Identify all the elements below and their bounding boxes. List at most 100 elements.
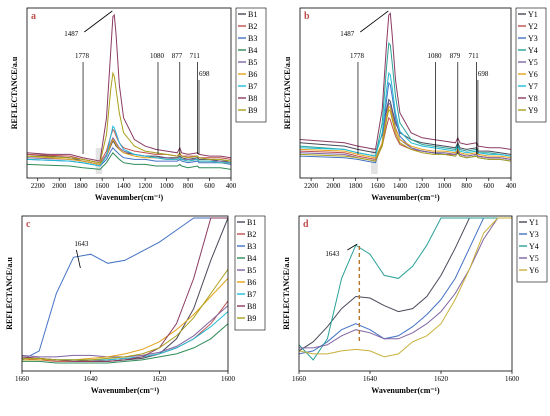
annotation-label: 1487: [340, 30, 355, 38]
legend-label-Y8: Y8: [528, 94, 538, 103]
x-tick-label: 1800: [74, 182, 89, 190]
annotation-label: 877: [172, 52, 183, 60]
legend: B1 B2 B3 B4 B5 B6 B7 B8 B9: [235, 7, 267, 123]
legend-label-B5: B5: [248, 58, 257, 67]
series-line-Y8: [300, 12, 511, 150]
annotation-arrow: [84, 10, 113, 33]
series-line-B9: [22, 269, 228, 361]
x-tick-label: 2200: [304, 182, 319, 190]
annotation-label: 711: [190, 52, 201, 60]
annotation-label: 698: [199, 70, 210, 78]
x-tick-label: 1640: [84, 375, 99, 383]
legend-label-B7: B7: [248, 82, 257, 91]
series-line-Y7: [300, 71, 511, 157]
series-line-B9: [27, 71, 231, 164]
annotation-label: 1643: [325, 250, 340, 258]
plot-frame: [26, 7, 232, 179]
x-tick-label: 2000: [52, 182, 67, 190]
annotation-label: 1643: [74, 240, 89, 248]
legend-box: [235, 7, 267, 123]
y-axis-label: REFLECTANCE/a.u: [10, 56, 19, 129]
legend-label-B3: B3: [248, 34, 257, 43]
panel-a: a 1487 1778 1080 877 711 698 2200 2000 1800 1600 14…: [10, 7, 267, 202]
x-tick-label: 1200: [415, 182, 430, 190]
x-tick-label: 400: [226, 182, 237, 190]
series-line-B6: [22, 278, 228, 361]
panel-letter: d: [303, 219, 309, 230]
x-tick-label: 1600: [371, 182, 386, 190]
annotation-arrow: [75, 249, 81, 269]
panel-d: d 1643 1660 1640 1620 1600 Wavenumber(cm⁻¹) REF…: [282, 215, 548, 395]
annotation-label: 1778: [350, 52, 365, 60]
panel-b: b 1487 1778 1080 879 711 698 2200 2000 1800 1600 14…: [283, 7, 547, 202]
legend-label-B4: B4: [248, 46, 257, 55]
x-axis-label: Wavenumber(cm⁻¹): [91, 386, 160, 395]
legend-box: [234, 215, 266, 331]
legend-label-Y9: Y9: [528, 106, 538, 115]
plot-frame: [299, 7, 512, 179]
legend: Y1 Y3 Y4 Y5 Y6: [516, 215, 548, 283]
series-line-B1: [22, 217, 228, 362]
x-tick-label: 1660: [15, 375, 30, 383]
x-tick-label: 1800: [349, 182, 364, 190]
series-group: [300, 12, 511, 164]
series-line-B4: [22, 323, 228, 364]
x-tick-label: 1000: [160, 182, 175, 190]
x-tick-label: 2200: [31, 182, 46, 190]
x-tick-label: 600: [204, 182, 215, 190]
legend-label-B9: B9: [247, 314, 256, 323]
series-line-Y4: [299, 217, 512, 361]
x-tick-label: 1400: [117, 182, 132, 190]
annotation-label: 1487: [64, 30, 79, 38]
series-line-Y1: [300, 98, 511, 155]
plot-frame: [21, 215, 229, 372]
plot-frame: [298, 215, 513, 372]
legend-label-Y5: Y5: [529, 254, 539, 263]
panel-letter: a: [31, 11, 36, 22]
legend-label-B2: B2: [248, 22, 257, 31]
legend-label-Y6: Y6: [529, 266, 539, 275]
series-group: [299, 217, 512, 361]
x-tick-label: 1640: [363, 375, 378, 383]
x-tick-label: 600: [484, 182, 495, 190]
x-tick-label: 1400: [393, 182, 408, 190]
series-line-B7: [27, 125, 231, 167]
x-tick-label: 1660: [292, 375, 307, 383]
legend-label-B6: B6: [248, 70, 257, 79]
legend-label-B4: B4: [247, 254, 256, 263]
series-group: [22, 217, 228, 364]
series-line-B8: [27, 13, 231, 162]
annotation-label: 1080: [150, 52, 165, 60]
legend-label-B5: B5: [247, 266, 256, 275]
x-axis-label: Wavenumber(cm⁻¹): [371, 193, 440, 202]
legend-label-B1: B1: [248, 10, 257, 19]
legend-label-Y4: Y4: [528, 46, 538, 55]
panel-letter: b: [304, 11, 310, 22]
x-tick-label: 400: [506, 182, 517, 190]
x-tick-label: 1620: [152, 375, 167, 383]
annotation-label: 698: [478, 70, 489, 78]
x-tick-label: 800: [461, 182, 472, 190]
series-line-Y6: [300, 105, 511, 159]
legend-box: [516, 215, 548, 283]
x-tick-label: 1600: [95, 182, 110, 190]
series-line-Y9: [300, 108, 511, 162]
series-group: [27, 13, 231, 170]
x-tick-label: 1000: [437, 182, 452, 190]
legend-label-B3: B3: [247, 242, 256, 251]
legend-label-Y1: Y1: [529, 218, 539, 227]
annotation-arrow: [347, 243, 358, 251]
legend: Y1 Y2 Y3 Y4 Y5 Y6 Y7 Y8 Y9: [515, 7, 547, 123]
legend-label-B7: B7: [247, 290, 256, 299]
annotation-arrow: [360, 10, 389, 33]
panel-c: c 1643 1660 1640 1620 1600 Wavenumber(cm⁻¹) REF…: [5, 215, 266, 395]
series-line-Y5: [299, 217, 512, 349]
legend-label-Y2: Y2: [528, 22, 538, 31]
legend-label-Y3: Y3: [528, 34, 538, 43]
series-line-Y6: [299, 217, 512, 358]
legend-label-Y4: Y4: [529, 242, 539, 251]
legend-label-Y5: Y5: [528, 58, 538, 67]
annotation-label: 711: [468, 52, 479, 60]
legend-label-Y1: Y1: [528, 10, 538, 19]
